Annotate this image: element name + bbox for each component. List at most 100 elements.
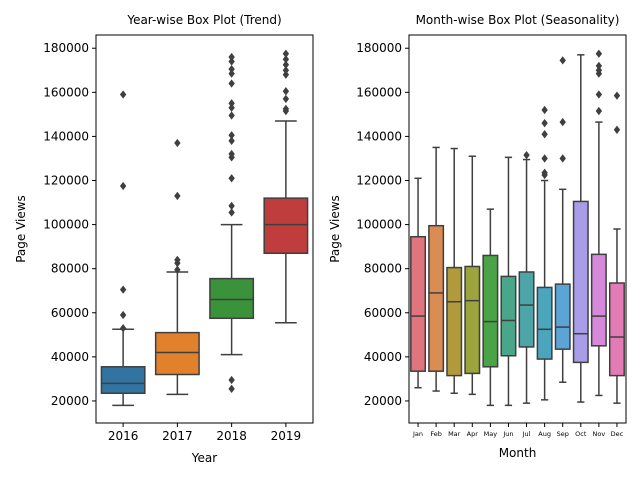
outlier-point <box>282 94 290 104</box>
box-2017 <box>154 138 200 396</box>
x-axis-label: Month <box>499 446 537 460</box>
outlier-point <box>541 168 548 177</box>
box-May <box>482 208 499 407</box>
boxes <box>100 49 309 407</box>
y-tick-label: 120000 <box>356 174 402 188</box>
x-axis: 2016 2017 2018 2019 <box>108 423 301 443</box>
x-tick-label: Jan <box>412 430 423 438</box>
x-tick-label: Mar <box>448 430 461 438</box>
box-iqr <box>428 224 445 372</box>
y-axis: 20000 40000 60000 80000 100000 120000 140000 16… <box>43 41 96 408</box>
outlier-point <box>559 56 566 65</box>
x-tick-label: Dec <box>611 430 624 438</box>
y-tick-label: 140000 <box>356 129 402 143</box>
x-axis: Jan Feb Mar Apr May Jun Jul Aug Sep Oct Nov Dec <box>412 423 624 438</box>
outlier-point <box>228 52 235 62</box>
x-axis-label: Year <box>191 451 217 465</box>
box-Aug <box>536 105 553 401</box>
box-iqr <box>410 235 427 372</box>
outlier-point <box>228 136 235 145</box>
chart-title: Month-wise Box Plot (Seasonality) <box>416 13 620 27</box>
y-tick-label: 80000 <box>51 262 89 276</box>
x-tick-label: Jun <box>502 430 513 438</box>
plot-frame <box>95 34 314 424</box>
outlier-point <box>613 125 621 134</box>
outlier-point <box>282 66 290 75</box>
outlier-point <box>282 104 290 114</box>
y-axis-label: Page Views <box>328 195 342 263</box>
outlier-point <box>228 208 235 217</box>
x-tick-label: Jul <box>522 430 531 438</box>
outlier-point <box>228 111 235 120</box>
outlier-point <box>228 201 235 211</box>
outlier-point <box>119 90 127 99</box>
outlier-point <box>595 90 603 99</box>
outlier-point <box>282 55 290 64</box>
outlier-point <box>228 375 235 385</box>
box-iqr <box>209 277 255 320</box>
box-Feb <box>428 146 445 392</box>
outlier-point <box>282 60 290 69</box>
box-iqr <box>464 265 481 375</box>
outlier-point <box>282 70 290 79</box>
box-iqr <box>608 282 625 377</box>
x-tick-label: 2019 <box>271 429 302 443</box>
y-tick-label: 180000 <box>43 41 89 55</box>
box-iqr <box>554 283 571 350</box>
y-tick-label: 140000 <box>43 129 89 143</box>
y-tick-label: 60000 <box>51 306 89 320</box>
plot-frame <box>408 34 627 424</box>
outlier-point <box>119 310 127 320</box>
outlier-point <box>119 324 127 333</box>
outlier-point <box>595 66 603 75</box>
outlier-point <box>613 91 621 100</box>
x-tick-label: Aug <box>538 430 551 438</box>
y-tick-label: 120000 <box>43 174 89 188</box>
chart-title: Year-wise Box Plot (Trend) <box>126 13 281 27</box>
x-tick-label: 2017 <box>162 429 193 443</box>
outlier-point <box>595 49 603 58</box>
outlier-point <box>119 181 127 191</box>
box-iqr <box>590 253 607 347</box>
x-tick-label: Apr <box>467 430 479 438</box>
year-wise-box-plot: Year-wise Box Plot (Trend) Year Page Vie… <box>14 13 314 465</box>
box-iqr <box>536 286 553 360</box>
x-tick-label: May <box>484 430 498 438</box>
box-Nov <box>590 49 607 397</box>
box-Dec <box>608 91 625 404</box>
outlier-point <box>228 79 235 88</box>
box-iqr <box>500 275 517 357</box>
y-tick-label: 100000 <box>356 218 402 232</box>
outlier-point <box>559 117 566 127</box>
y-axis-label: Page Views <box>14 195 28 263</box>
outlier-point <box>559 154 566 163</box>
outlier-point <box>228 99 235 108</box>
outlier-point <box>541 105 548 115</box>
box-Jan <box>410 177 427 389</box>
box-2019 <box>263 49 309 324</box>
box-2018 <box>209 52 255 393</box>
box-Jun <box>500 156 517 407</box>
x-tick-label: Feb <box>430 430 442 438</box>
outlier-point <box>174 265 181 274</box>
outlier-point <box>228 149 235 159</box>
box-iqr <box>446 266 463 377</box>
outlier-point <box>228 131 235 140</box>
x-tick-label: Oct <box>575 430 587 438</box>
box-Oct <box>572 54 589 403</box>
box-2016 <box>100 90 146 407</box>
outlier-point <box>595 61 603 71</box>
outlier-point <box>228 65 235 74</box>
boxes <box>410 49 625 407</box>
box-iqr <box>154 331 200 376</box>
y-tick-label: 180000 <box>356 41 402 55</box>
y-tick-label: 80000 <box>364 262 402 276</box>
y-tick-label: 40000 <box>51 350 89 364</box>
x-tick-label: Nov <box>593 430 606 438</box>
x-tick-label: 2018 <box>216 429 247 443</box>
x-tick-label: Sep <box>557 430 569 438</box>
outlier-point <box>174 255 181 265</box>
outlier-point <box>523 150 530 160</box>
box-Apr <box>464 155 481 396</box>
